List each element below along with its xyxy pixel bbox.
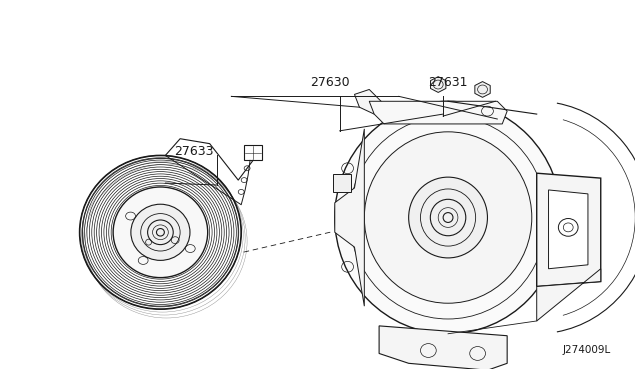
Polygon shape [548, 190, 588, 269]
Polygon shape [431, 77, 446, 92]
Text: 27631: 27631 [428, 77, 468, 89]
Polygon shape [355, 89, 394, 114]
Polygon shape [379, 326, 507, 370]
Polygon shape [369, 101, 507, 124]
Ellipse shape [364, 132, 532, 303]
Ellipse shape [113, 187, 208, 278]
Polygon shape [475, 81, 490, 97]
Ellipse shape [131, 204, 190, 260]
Ellipse shape [335, 101, 561, 334]
Text: J274009L: J274009L [563, 346, 611, 355]
Text: 27630: 27630 [310, 77, 350, 89]
FancyBboxPatch shape [333, 174, 351, 192]
Polygon shape [335, 129, 364, 306]
Polygon shape [537, 269, 601, 321]
Text: 27633: 27633 [174, 145, 214, 158]
Ellipse shape [409, 177, 488, 258]
Polygon shape [537, 173, 601, 286]
